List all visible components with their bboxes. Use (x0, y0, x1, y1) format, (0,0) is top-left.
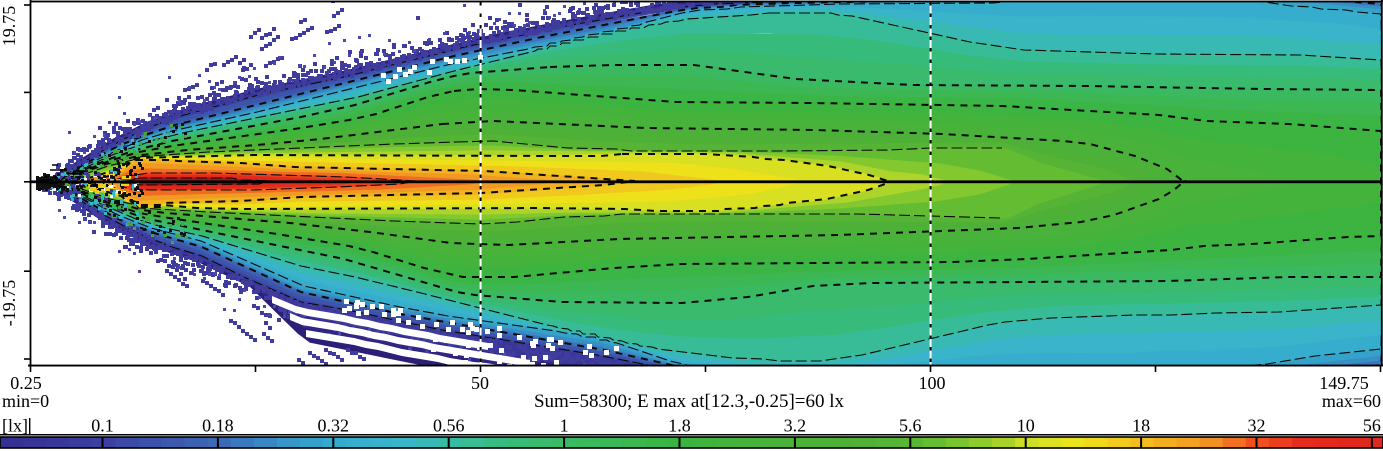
svg-text:100: 100 (919, 373, 946, 393)
svg-text:56: 56 (1363, 416, 1381, 436)
svg-text:0.18: 0.18 (202, 416, 234, 436)
svg-text:10: 10 (1017, 416, 1035, 436)
svg-text:Sum=58300; E max at[12.3,-0.25: Sum=58300; E max at[12.3,-0.25]=60 lx (534, 391, 845, 412)
svg-text:3.2: 3.2 (784, 416, 807, 436)
svg-text:[lx]: [lx] (2, 416, 28, 436)
svg-text:0.1: 0.1 (91, 416, 114, 436)
svg-text:50: 50 (471, 373, 489, 393)
svg-text:18: 18 (1132, 416, 1150, 436)
svg-text:32: 32 (1248, 416, 1266, 436)
svg-text:5.6: 5.6 (899, 416, 922, 436)
svg-text:149.75: 149.75 (1319, 373, 1369, 393)
svg-text:max=60: max=60 (1322, 391, 1381, 411)
svg-text:0.32: 0.32 (318, 416, 350, 436)
svg-text:min=0: min=0 (2, 391, 49, 411)
svg-text:-19.75: -19.75 (0, 280, 19, 327)
svg-text:1.8: 1.8 (668, 416, 691, 436)
svg-text:19.75: 19.75 (0, 6, 19, 47)
svg-text:0.25: 0.25 (10, 373, 42, 393)
svg-text:0.56: 0.56 (433, 416, 465, 436)
svg-text:1: 1 (560, 416, 569, 436)
